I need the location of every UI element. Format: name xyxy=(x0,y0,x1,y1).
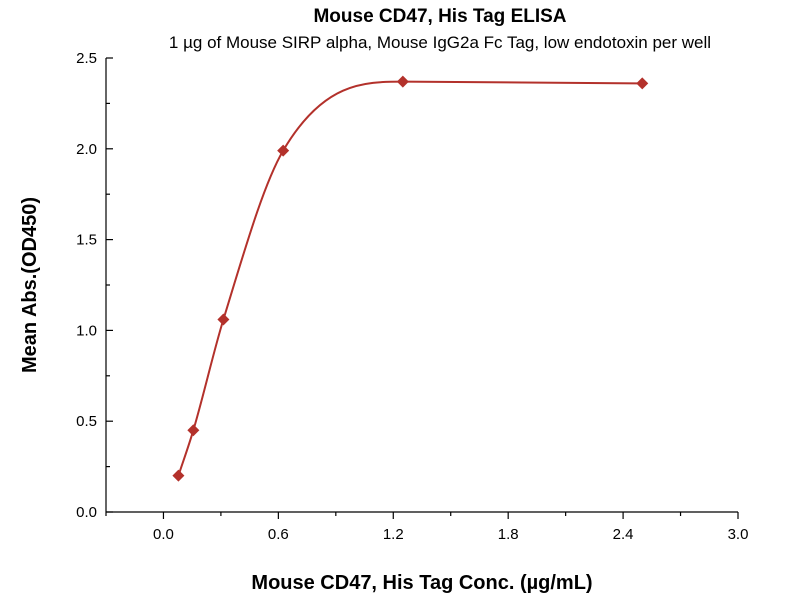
x-tick-label: 2.4 xyxy=(613,526,634,543)
y-axis-title: Mean Abs.(OD450) xyxy=(19,197,41,373)
x-tick-label: 1.8 xyxy=(498,526,519,543)
y-tick-label: 0.5 xyxy=(76,413,97,430)
ticks xyxy=(105,57,739,519)
x-tick-label: 1.2 xyxy=(383,526,404,543)
x-tick-label: 0.0 xyxy=(153,526,174,543)
y-tick-label: 1.5 xyxy=(76,232,97,249)
curve-layer xyxy=(177,80,643,476)
y-tick-label: 2.5 xyxy=(76,50,97,67)
points-layer xyxy=(172,75,649,482)
data-point xyxy=(172,469,185,482)
fit-curve xyxy=(177,80,643,476)
x-axis-title: Mouse CD47, His Tag Conc. (µg/mL) xyxy=(251,572,592,594)
y-tick-label: 1.0 xyxy=(76,322,97,339)
y-tick-label: 2.0 xyxy=(76,141,97,158)
data-point xyxy=(217,313,230,326)
chart-title: Mouse CD47, His Tag ELISA xyxy=(313,6,566,27)
axes xyxy=(105,58,738,513)
data-point xyxy=(636,77,649,90)
x-tick-label: 0.6 xyxy=(268,526,289,543)
chart-subtitle: 1 µg of Mouse SIRP alpha, Mouse IgG2a Fc… xyxy=(169,33,711,52)
x-tick-label: 3.0 xyxy=(728,526,749,543)
y-tick-label: 0.0 xyxy=(76,504,97,521)
tick-labels: 0.0 0.5 1.0 1.5 2.0 2.5 0.0 0.6 1.2 1.8 2.4 3.0 xyxy=(76,50,748,543)
data-point xyxy=(187,424,200,437)
data-point xyxy=(396,75,409,88)
data-point xyxy=(277,144,290,157)
